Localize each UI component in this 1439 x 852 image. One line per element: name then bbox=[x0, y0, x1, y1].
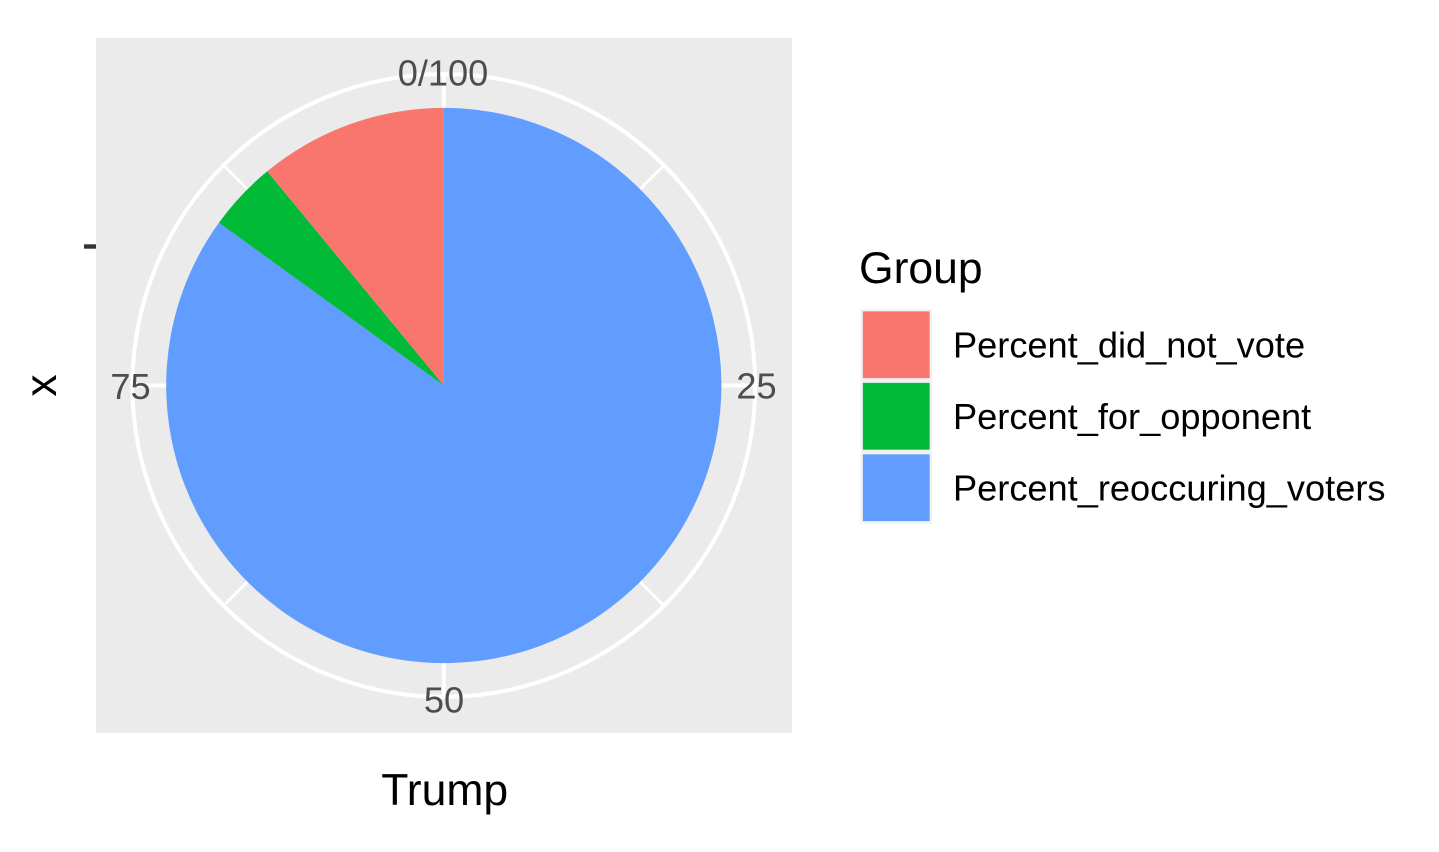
svg-text:Trump: Trump bbox=[381, 766, 508, 815]
svg-text:50: 50 bbox=[424, 680, 464, 721]
svg-text:Percent_did_not_vote: Percent_did_not_vote bbox=[953, 325, 1305, 366]
svg-text:25: 25 bbox=[736, 366, 776, 407]
svg-text:75: 75 bbox=[110, 366, 150, 407]
svg-text:Percent_reoccuring_voters: Percent_reoccuring_voters bbox=[953, 468, 1385, 509]
svg-text:x: x bbox=[17, 374, 66, 396]
svg-text:0/100: 0/100 bbox=[398, 53, 489, 94]
svg-text:Group: Group bbox=[859, 244, 983, 293]
svg-text:Percent_for_opponent: Percent_for_opponent bbox=[953, 396, 1311, 437]
